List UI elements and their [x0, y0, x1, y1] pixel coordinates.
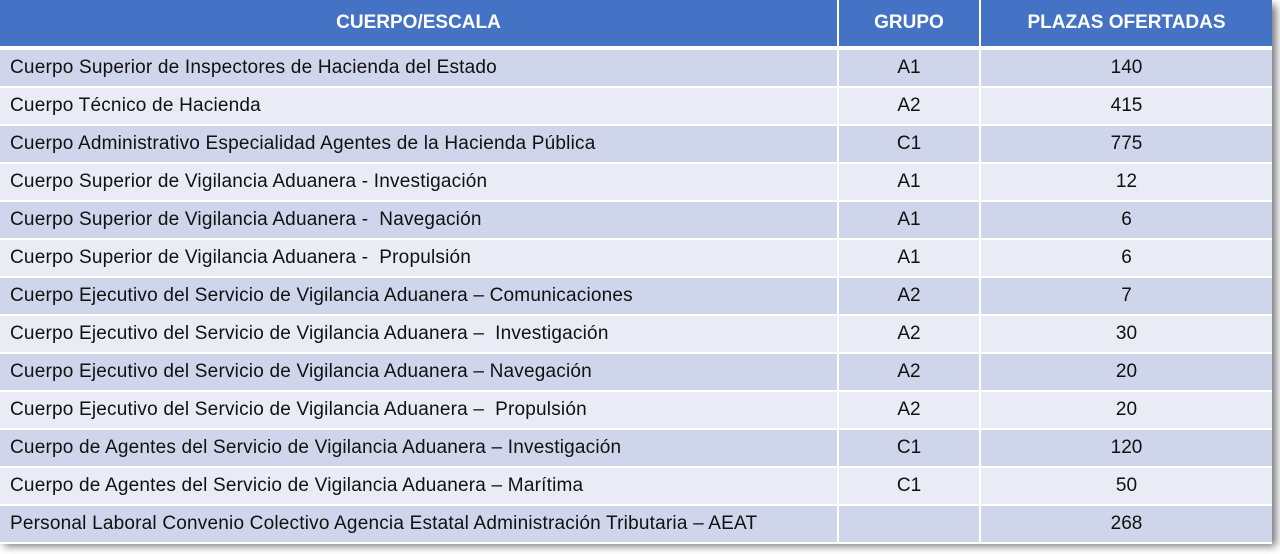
cell-plazas: 415	[980, 87, 1272, 126]
cell-cuerpo: Cuerpo Ejecutivo del Servicio de Vigilan…	[0, 353, 839, 392]
cell-grupo: A2	[838, 87, 981, 126]
cell-grupo: A2	[838, 353, 981, 392]
cell-plazas: 6	[980, 239, 1272, 278]
table-row: Cuerpo Técnico de Hacienda A2 415	[0, 87, 1272, 126]
header-grupo: GRUPO	[838, 0, 981, 50]
cell-plazas: 50	[980, 467, 1272, 506]
cell-plazas: 120	[980, 429, 1272, 468]
cell-cuerpo: Cuerpo de Agentes del Servicio de Vigila…	[0, 467, 839, 506]
cell-grupo: C1	[838, 125, 981, 164]
table-header-row: CUERPO/ESCALA GRUPO PLAZAS OFERTADAS	[0, 0, 1272, 50]
header-cuerpo-escala: CUERPO/ESCALA	[0, 0, 839, 50]
cell-cuerpo: Personal Laboral Convenio Colectivo Agen…	[0, 505, 839, 544]
table-row: Cuerpo Superior de Vigilancia Aduanera -…	[0, 201, 1272, 240]
plazas-table: CUERPO/ESCALA GRUPO PLAZAS OFERTADAS Cue…	[0, 0, 1272, 544]
table-row: Cuerpo Superior de Vigilancia Aduanera -…	[0, 163, 1272, 202]
cell-cuerpo: Cuerpo Ejecutivo del Servicio de Vigilan…	[0, 315, 839, 354]
table-row: Cuerpo Ejecutivo del Servicio de Vigilan…	[0, 391, 1272, 430]
cell-grupo: A1	[838, 239, 981, 278]
cell-grupo: A1	[838, 163, 981, 202]
cell-plazas: 268	[980, 505, 1272, 544]
cell-grupo: C1	[838, 467, 981, 506]
cell-grupo: C1	[838, 429, 981, 468]
cell-plazas: 6	[980, 201, 1272, 240]
cell-cuerpo: Cuerpo Técnico de Hacienda	[0, 87, 839, 126]
cell-cuerpo: Cuerpo Ejecutivo del Servicio de Vigilan…	[0, 391, 839, 430]
plazas-table-container: CUERPO/ESCALA GRUPO PLAZAS OFERTADAS Cue…	[0, 0, 1272, 544]
cell-plazas: 20	[980, 391, 1272, 430]
table-row: Cuerpo Ejecutivo del Servicio de Vigilan…	[0, 277, 1272, 316]
header-plazas-ofertadas: PLAZAS OFERTADAS	[980, 0, 1272, 50]
cell-cuerpo: Cuerpo Superior de Vigilancia Aduanera -…	[0, 239, 839, 278]
table-row: Cuerpo Superior de Inspectores de Hacien…	[0, 48, 1272, 88]
cell-grupo: A1	[838, 48, 981, 88]
cell-plazas: 20	[980, 353, 1272, 392]
cell-plazas: 775	[980, 125, 1272, 164]
table-row: Personal Laboral Convenio Colectivo Agen…	[0, 505, 1272, 544]
cell-grupo	[838, 505, 981, 544]
cell-cuerpo: Cuerpo Ejecutivo del Servicio de Vigilan…	[0, 277, 839, 316]
table-row: Cuerpo Ejecutivo del Servicio de Vigilan…	[0, 353, 1272, 392]
table-row: Cuerpo Administrativo Especialidad Agent…	[0, 125, 1272, 164]
cell-plazas: 30	[980, 315, 1272, 354]
cell-plazas: 7	[980, 277, 1272, 316]
cell-grupo: A2	[838, 315, 981, 354]
cell-cuerpo: Cuerpo Superior de Vigilancia Aduanera -…	[0, 163, 839, 202]
cell-plazas: 140	[980, 48, 1272, 88]
table-row: Cuerpo Superior de Vigilancia Aduanera -…	[0, 239, 1272, 278]
cell-grupo: A2	[838, 277, 981, 316]
cell-cuerpo: Cuerpo de Agentes del Servicio de Vigila…	[0, 429, 839, 468]
cell-plazas: 12	[980, 163, 1272, 202]
cell-cuerpo: Cuerpo Administrativo Especialidad Agent…	[0, 125, 839, 164]
cell-grupo: A2	[838, 391, 981, 430]
cell-cuerpo: Cuerpo Superior de Inspectores de Hacien…	[0, 48, 839, 88]
cell-grupo: A1	[838, 201, 981, 240]
table-row: Cuerpo de Agentes del Servicio de Vigila…	[0, 467, 1272, 506]
table-row: Cuerpo de Agentes del Servicio de Vigila…	[0, 429, 1272, 468]
table-row: Cuerpo Ejecutivo del Servicio de Vigilan…	[0, 315, 1272, 354]
cell-cuerpo: Cuerpo Superior de Vigilancia Aduanera -…	[0, 201, 839, 240]
